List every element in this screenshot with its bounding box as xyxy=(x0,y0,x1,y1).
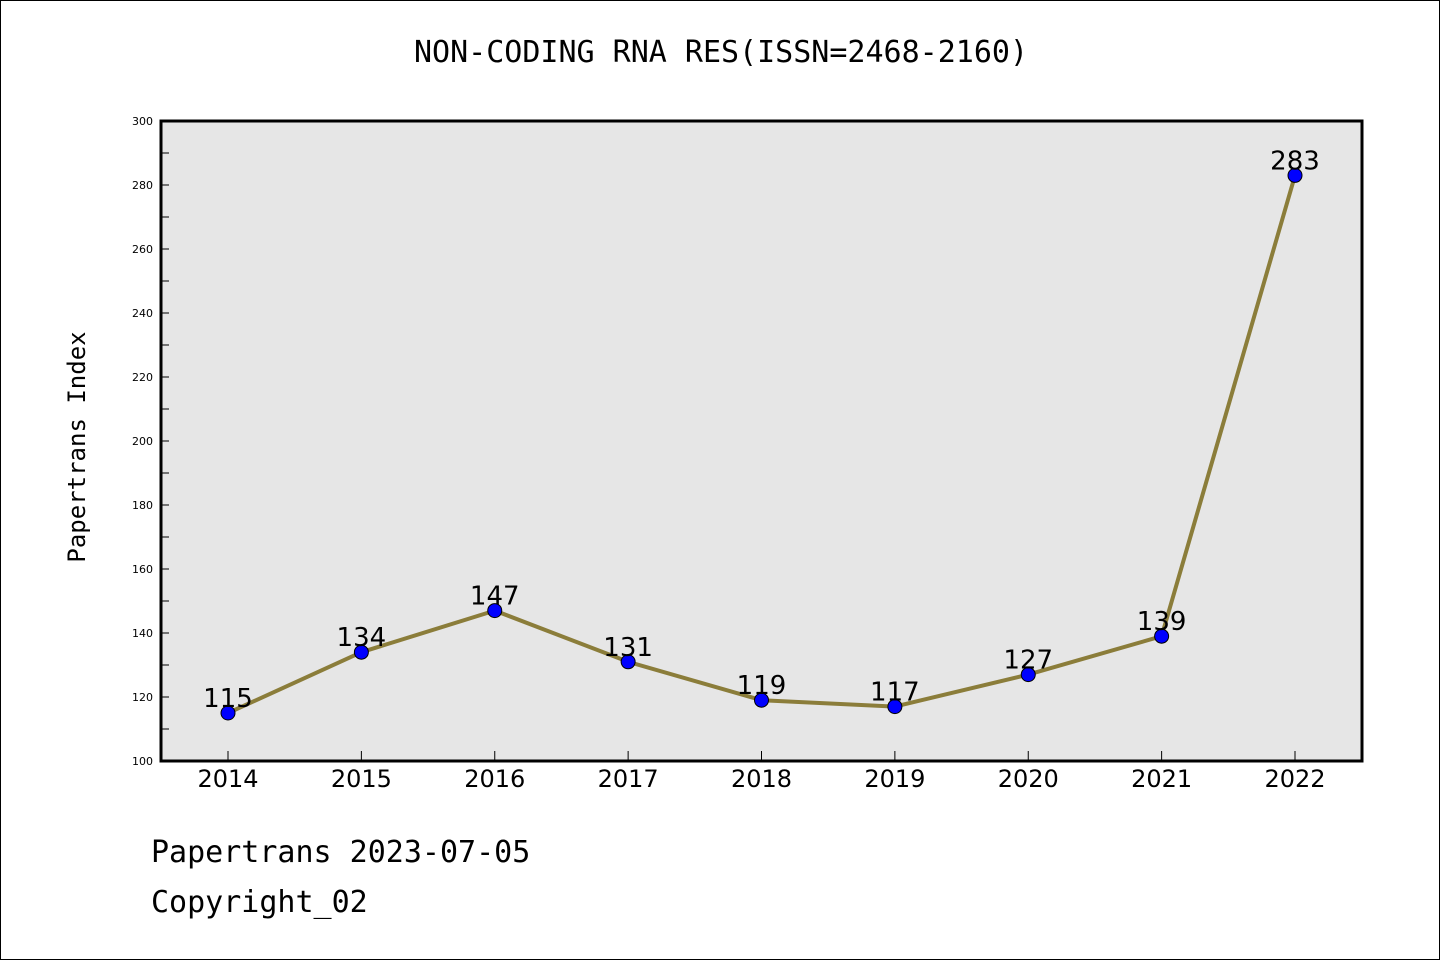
data-label: 283 xyxy=(1270,146,1320,176)
data-label: 119 xyxy=(737,671,787,701)
data-point xyxy=(620,654,636,670)
data-point xyxy=(353,644,369,660)
y-tick-label: 260 xyxy=(132,243,153,256)
y-tick-label: 120 xyxy=(132,691,153,704)
y-tick-label: 200 xyxy=(132,435,153,448)
data-point xyxy=(1154,628,1170,644)
data-point xyxy=(220,705,236,721)
y-tick-label: 140 xyxy=(132,627,153,640)
y-tick-label: 100 xyxy=(132,755,153,768)
x-tick-label: 2017 xyxy=(598,765,659,793)
chart-title: NON-CODING RNA RES(ISSN=2468-2160) xyxy=(413,35,1029,70)
x-tick-label: 2018 xyxy=(731,765,792,793)
y-tick-label: 240 xyxy=(132,307,153,320)
plot-border xyxy=(159,119,1364,763)
x-tick-label: 2015 xyxy=(331,765,392,793)
x-tick-label: 2016 xyxy=(464,765,525,793)
x-tick-label: 2020 xyxy=(998,765,1059,793)
x-tick-label: 2021 xyxy=(1131,765,1192,793)
footer-copyright: Copyright_02 xyxy=(151,885,368,920)
footer-date: Papertrans 2023-07-05 xyxy=(151,835,531,870)
data-label: 134 xyxy=(337,623,387,653)
data-label: 115 xyxy=(203,684,253,714)
data-label: 139 xyxy=(1137,607,1187,637)
data-label: 127 xyxy=(1003,646,1053,676)
x-tick-label: 2022 xyxy=(1264,765,1325,793)
plot-area xyxy=(161,121,1362,761)
x-tick-label: 2014 xyxy=(197,765,258,793)
y-tick-label: 300 xyxy=(132,115,153,128)
y-tick-label: 220 xyxy=(132,371,153,384)
y-tick-label: 280 xyxy=(132,179,153,192)
data-label: 131 xyxy=(603,633,653,663)
data-point xyxy=(487,603,503,619)
data-label: 147 xyxy=(470,582,520,612)
data-point xyxy=(1287,167,1303,183)
data-point xyxy=(887,699,903,715)
x-tick-label: 2019 xyxy=(864,765,925,793)
y-tick-label: 180 xyxy=(132,499,153,512)
data-label: 117 xyxy=(870,678,920,708)
data-point xyxy=(1020,667,1036,683)
y-tick-label: 160 xyxy=(132,563,153,576)
data-point xyxy=(754,692,769,708)
